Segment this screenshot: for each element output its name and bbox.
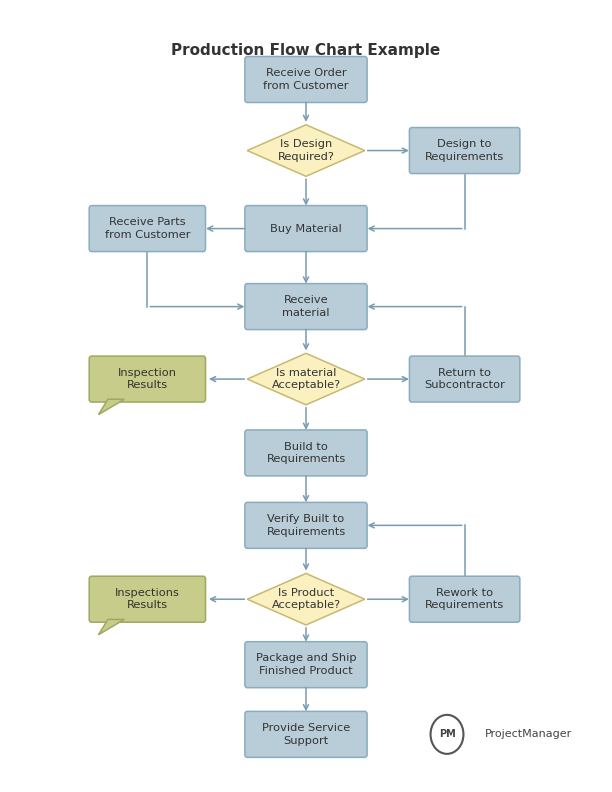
Text: Verify Built to
Requirements: Verify Built to Requirements [266,514,346,536]
FancyBboxPatch shape [409,577,520,623]
Text: Build to
Requirements: Build to Requirements [266,442,346,464]
FancyBboxPatch shape [409,128,520,173]
Text: PM: PM [439,729,455,740]
Text: Is Product
Acceptable?: Is Product Acceptable? [272,588,340,611]
Text: Receive
material: Receive material [282,295,330,318]
Text: Design to
Requirements: Design to Requirements [425,139,504,162]
Text: Receive Parts
from Customer: Receive Parts from Customer [105,217,190,240]
Text: Inspections
Results: Inspections Results [115,588,180,611]
Text: Is Design
Required?: Is Design Required? [278,139,334,162]
Polygon shape [247,125,365,177]
FancyBboxPatch shape [245,430,367,476]
Text: Receive Order
from Customer: Receive Order from Customer [263,68,349,91]
FancyBboxPatch shape [245,502,367,548]
FancyBboxPatch shape [89,356,206,402]
Polygon shape [247,353,365,405]
Polygon shape [247,573,365,625]
FancyBboxPatch shape [245,642,367,687]
FancyBboxPatch shape [245,206,367,252]
Text: Production Flow Chart Example: Production Flow Chart Example [171,43,441,58]
FancyBboxPatch shape [245,56,367,102]
Text: Provide Service
Support: Provide Service Support [262,723,350,745]
Text: Buy Material: Buy Material [270,223,342,234]
Text: Is material
Acceptable?: Is material Acceptable? [272,367,340,390]
FancyBboxPatch shape [89,577,206,623]
Polygon shape [99,399,124,414]
FancyBboxPatch shape [89,206,206,252]
FancyBboxPatch shape [245,711,367,757]
Text: Return to
Subcontractor: Return to Subcontractor [424,367,505,390]
FancyBboxPatch shape [409,356,520,402]
Text: Package and Ship
Finished Product: Package and Ship Finished Product [256,653,356,676]
Text: Rework to
Requirements: Rework to Requirements [425,588,504,611]
Polygon shape [99,619,124,634]
FancyBboxPatch shape [245,284,367,329]
Text: ProjectManager: ProjectManager [485,729,572,740]
Text: Inspection
Results: Inspection Results [118,367,177,390]
